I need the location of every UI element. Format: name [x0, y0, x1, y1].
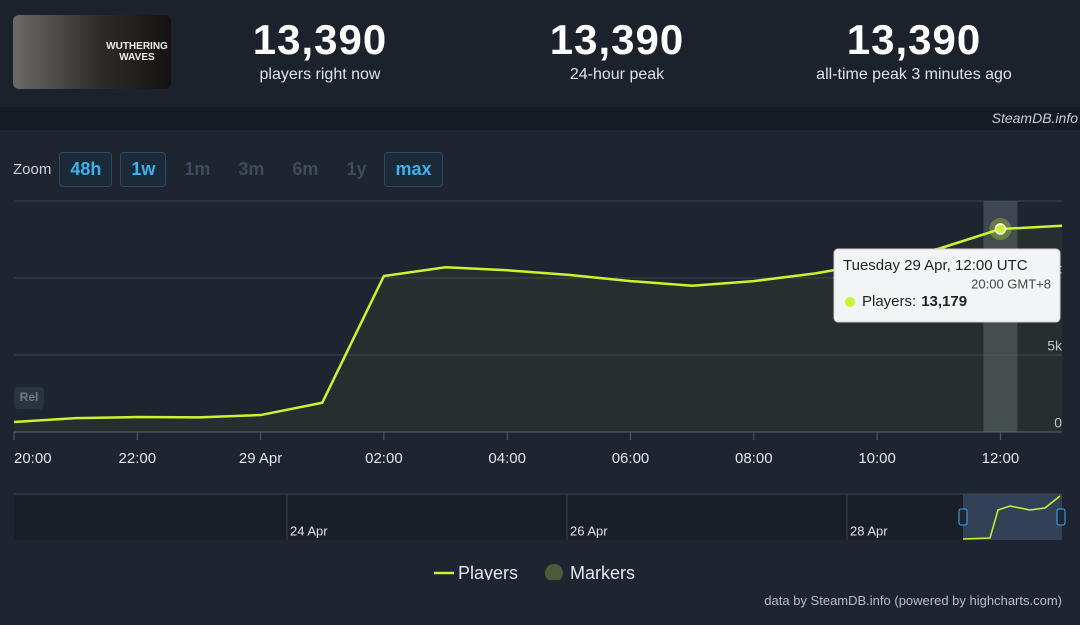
game-logo[interactable]: WUTHERING WAVES — [13, 15, 171, 89]
x-tick-label: 20:00 — [14, 450, 52, 467]
zoom: Zoom 48h 1w 1m 3m 6m 1y max — [13, 152, 443, 187]
navigator — [14, 494, 1062, 540]
x-tick-label: 12:00 — [982, 450, 1020, 467]
strip — [0, 107, 1080, 130]
x-tick-label: 10:00 — [858, 450, 896, 467]
tooltip-line: Players: 13,179 — [862, 293, 967, 310]
x-tick-label: 06:00 — [612, 450, 650, 467]
stat: 13,390 players right now — [170, 16, 470, 84]
tooltip-subtitle: 20:00 GMT+8 — [971, 276, 1051, 291]
zoom-button[interactable]: 1m — [184, 159, 211, 179]
x-tick-label: 02:00 — [365, 450, 403, 467]
stat-value: 13,390 — [846, 16, 982, 63]
legend-marker — [545, 564, 563, 580]
stat: 13,390 24-hour peak — [467, 16, 767, 84]
zoom-label: Zoom — [13, 161, 52, 178]
y-tick-label: 0 — [1054, 415, 1062, 431]
x-tick-label: 22:00 — [119, 450, 157, 467]
tooltip: Tuesday 29 Apr, 12:00 UTC 20:00 GMT+8 Play… — [833, 248, 1061, 323]
x-tick-label: 29 Apr — [239, 450, 282, 467]
tooltip-dot — [845, 297, 855, 307]
stat-label: 24-hour peak — [569, 66, 665, 83]
badge: Rel — [20, 390, 39, 404]
footer: data by SteamDB.info (powered by highcha… — [764, 593, 1062, 608]
zoom-button[interactable]: 6m — [292, 159, 319, 179]
logo-text: WUTHERING WAVES — [106, 41, 168, 63]
legend-label: Markers — [570, 563, 635, 580]
stat-label: all-time peak 3 minutes ago — [816, 66, 1012, 83]
navigator-label: 26 Apr — [570, 523, 608, 538]
navigator-label: 28 Apr — [850, 523, 888, 538]
navigator-window — [963, 494, 1062, 540]
x-tick-label: 04:00 — [488, 450, 526, 467]
stat-value: 13,390 — [549, 16, 685, 63]
tooltip-title: Tuesday 29 Apr, 12:00 UTC — [843, 257, 1028, 274]
zoom-button[interactable]: 1w — [120, 152, 167, 187]
zoom-button[interactable]: 3m — [238, 159, 265, 179]
badge-bg — [14, 387, 44, 409]
header — [0, 0, 1080, 107]
navigator-label: 24 Apr — [290, 523, 328, 538]
stat-label: players right now — [259, 66, 381, 83]
stat-value: 13,390 — [252, 16, 388, 63]
brand: SteamDB.info — [991, 110, 1078, 126]
stat: 13,390 all-time peak 3 minutes ago — [764, 16, 1064, 84]
legend-label[interactable]: Players — [458, 563, 518, 580]
area — [14, 225, 1063, 432]
tooltip-bg — [833, 248, 1061, 323]
zoom-button[interactable]: 1y — [346, 159, 367, 179]
tooltip-value: 13,179 — [921, 293, 967, 310]
point — [994, 223, 1007, 235]
tooltip-series: Players: — [862, 293, 916, 310]
zoom-button[interactable]: 48h — [59, 152, 113, 187]
zoom-button[interactable]: max — [384, 152, 443, 187]
x-tick-label: 08:00 — [735, 450, 773, 467]
y-tick-label: 5k — [1047, 338, 1063, 354]
navigator-line — [962, 495, 1061, 540]
navigator-handle[interactable] — [958, 508, 968, 526]
navigator-handle[interactable] — [1056, 508, 1066, 526]
